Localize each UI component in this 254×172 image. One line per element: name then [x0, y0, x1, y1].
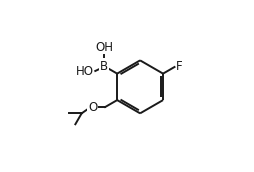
Text: O: O [88, 101, 97, 114]
Text: F: F [176, 61, 182, 73]
Text: B: B [100, 60, 108, 73]
Text: HO: HO [76, 65, 93, 78]
Text: OH: OH [95, 41, 113, 54]
